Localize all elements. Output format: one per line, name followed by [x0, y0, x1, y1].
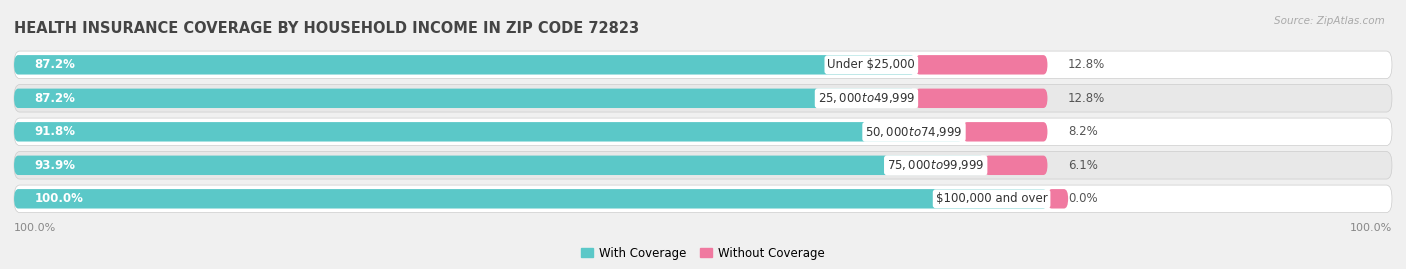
FancyBboxPatch shape	[14, 51, 1392, 79]
FancyBboxPatch shape	[1047, 189, 1069, 208]
Text: 0.0%: 0.0%	[1069, 192, 1098, 205]
FancyBboxPatch shape	[984, 155, 1047, 175]
Text: 12.8%: 12.8%	[1069, 92, 1105, 105]
FancyBboxPatch shape	[915, 55, 1047, 75]
Text: 100.0%: 100.0%	[14, 223, 56, 233]
FancyBboxPatch shape	[963, 122, 1047, 141]
Text: Under $25,000: Under $25,000	[828, 58, 915, 71]
FancyBboxPatch shape	[14, 185, 1392, 213]
FancyBboxPatch shape	[14, 151, 1392, 179]
Text: 6.1%: 6.1%	[1069, 159, 1098, 172]
Text: 87.2%: 87.2%	[35, 58, 76, 71]
Text: 12.8%: 12.8%	[1069, 58, 1105, 71]
Text: 100.0%: 100.0%	[35, 192, 83, 205]
Text: $75,000 to $99,999: $75,000 to $99,999	[887, 158, 984, 172]
Text: $50,000 to $74,999: $50,000 to $74,999	[865, 125, 963, 139]
FancyBboxPatch shape	[14, 55, 915, 75]
FancyBboxPatch shape	[14, 89, 915, 108]
Text: Source: ZipAtlas.com: Source: ZipAtlas.com	[1274, 16, 1385, 26]
Text: 87.2%: 87.2%	[35, 92, 76, 105]
FancyBboxPatch shape	[14, 122, 963, 141]
Text: HEALTH INSURANCE COVERAGE BY HOUSEHOLD INCOME IN ZIP CODE 72823: HEALTH INSURANCE COVERAGE BY HOUSEHOLD I…	[14, 21, 640, 36]
Text: $100,000 and over: $100,000 and over	[936, 192, 1047, 205]
FancyBboxPatch shape	[915, 89, 1047, 108]
Text: 93.9%: 93.9%	[35, 159, 76, 172]
FancyBboxPatch shape	[14, 189, 1047, 208]
FancyBboxPatch shape	[14, 155, 984, 175]
Text: 8.2%: 8.2%	[1069, 125, 1098, 138]
Text: 91.8%: 91.8%	[35, 125, 76, 138]
FancyBboxPatch shape	[14, 84, 1392, 112]
Legend: With Coverage, Without Coverage: With Coverage, Without Coverage	[576, 242, 830, 264]
Text: $25,000 to $49,999: $25,000 to $49,999	[818, 91, 915, 105]
FancyBboxPatch shape	[14, 118, 1392, 146]
Text: 100.0%: 100.0%	[1350, 223, 1392, 233]
